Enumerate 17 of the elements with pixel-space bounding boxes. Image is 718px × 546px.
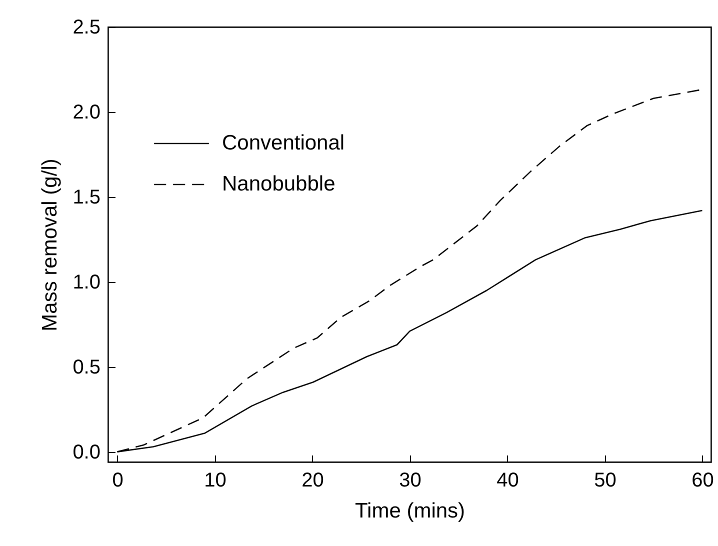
- x-tick-label: 20: [302, 470, 324, 492]
- y-tick-label: 0.5: [72, 356, 100, 378]
- y-tick-label: 1.5: [72, 186, 100, 208]
- x-tick-label: 60: [692, 470, 714, 492]
- y-tick-label: 2.5: [72, 16, 100, 38]
- x-tick-label: 40: [496, 470, 519, 492]
- legend-label: Nanobubble: [222, 172, 336, 196]
- x-tick-label: 10: [204, 470, 226, 492]
- y-tick-label: 1.0: [72, 271, 100, 294]
- y-axis-title: Mass removal (g/l): [38, 158, 62, 332]
- legend-label: Conventional: [222, 132, 345, 154]
- y-tick-label: 2.0: [72, 101, 100, 124]
- y-tick-label: 0.0: [72, 441, 100, 464]
- x-tick-label: 50: [594, 470, 616, 492]
- x-tick-label: 30: [399, 470, 422, 492]
- x-axis-title: Time (mins): [354, 500, 466, 522]
- x-tick-label: 0: [112, 470, 124, 492]
